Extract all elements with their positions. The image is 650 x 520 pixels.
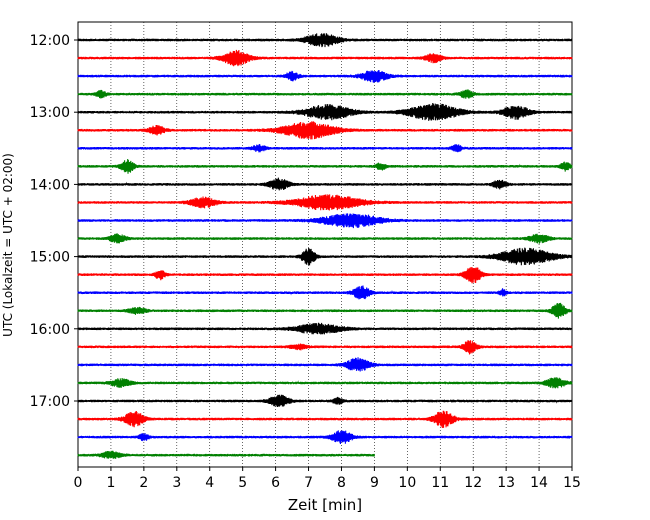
trace-16-30 (77, 357, 573, 372)
y-tick-label: 14:00 (30, 177, 70, 193)
x-tick-label: 11 (431, 475, 449, 491)
trace-12-30 (77, 70, 573, 83)
y-tick-label: 17:00 (30, 394, 70, 410)
trace-12-00 (77, 33, 573, 48)
x-axis-label: Zeit [min] (288, 496, 362, 514)
x-tick-label: 14 (530, 475, 548, 491)
trace-12-15 (77, 49, 573, 67)
x-tick-label: 0 (74, 475, 83, 491)
trace-17-00 (77, 394, 573, 408)
trace-12-45 (77, 89, 573, 99)
trace-16-15 (77, 340, 573, 355)
x-tick-label: 15 (563, 475, 581, 491)
trace-17-15 (77, 410, 573, 428)
y-axis-ticks: 12:00 13:00 14:00 15:00 16:00 17:00 (30, 33, 78, 410)
x-tick-label: 2 (139, 475, 148, 491)
trace-15-00 (77, 247, 573, 266)
trace-17-30 (77, 430, 573, 445)
plot-frame (77, 21, 573, 468)
trace-13-15 (77, 121, 573, 140)
trace-15-45 (77, 302, 573, 319)
trace-16-00 (77, 322, 573, 335)
x-axis-ticks: 0 1 2 3 4 5 6 7 8 9 10 11 12 13 14 15 (74, 467, 581, 491)
grid-lines (110, 22, 540, 467)
trace-14-45 (77, 233, 573, 244)
trace-14-30 (77, 213, 573, 229)
x-tick-label: 7 (304, 475, 313, 491)
trace-13-30 (77, 143, 573, 153)
y-tick-label: 13:00 (30, 105, 70, 121)
x-tick-label: 6 (271, 475, 280, 491)
x-tick-label: 4 (205, 475, 214, 491)
trace-13-00 (77, 102, 573, 121)
trace-15-15 (77, 266, 573, 284)
x-tick-label: 10 (398, 475, 416, 491)
y-tick-label: 15:00 (30, 250, 70, 266)
x-tick-label: 8 (337, 475, 346, 491)
trace-13-45 (77, 158, 573, 174)
trace-16-45 (77, 377, 573, 389)
x-tick-label: 5 (238, 475, 247, 491)
trace-17-45 (77, 450, 375, 459)
x-tick-label: 1 (106, 475, 115, 491)
x-tick-label: 12 (464, 475, 482, 491)
x-tick-label: 3 (172, 475, 181, 491)
trace-15-30 (77, 285, 573, 300)
y-axis-label: UTC (Lokalzeit = UTC + 02:00) (1, 153, 15, 337)
y-tick-label: 16:00 (30, 322, 70, 338)
trace-14-15 (77, 194, 573, 211)
trace-14-00 (77, 177, 573, 191)
traces (77, 33, 573, 459)
x-tick-label: 9 (370, 475, 379, 491)
y-tick-label: 12:00 (30, 33, 70, 49)
x-tick-label: 13 (497, 475, 515, 491)
